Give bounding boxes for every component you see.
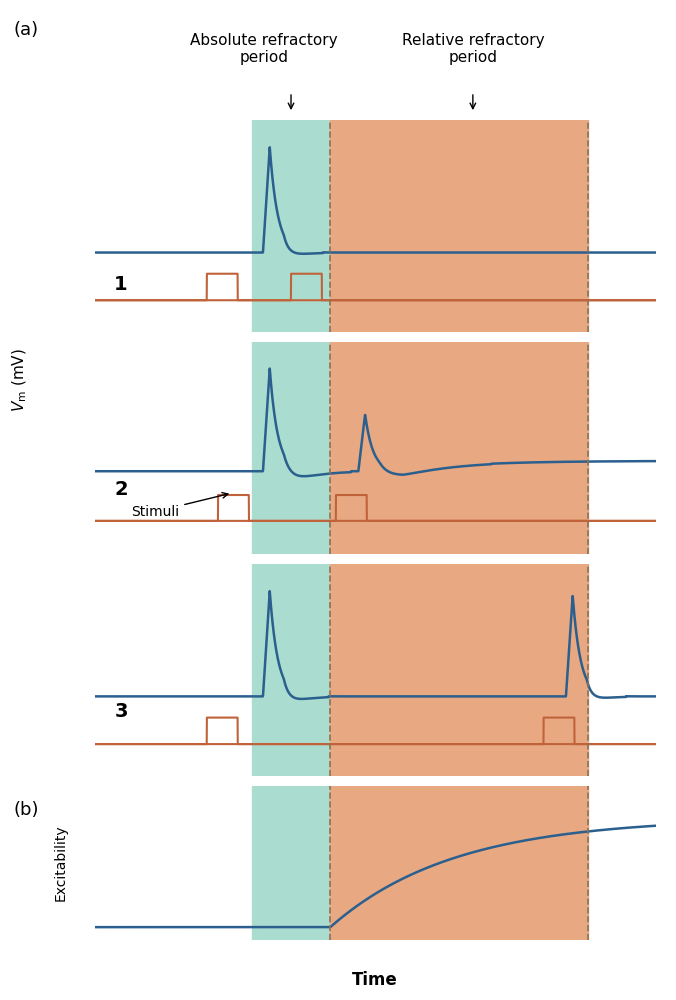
Bar bbox=[251, 120, 331, 332]
Bar bbox=[331, 120, 588, 332]
Bar bbox=[331, 786, 588, 940]
Text: (b): (b) bbox=[14, 801, 39, 819]
Bar bbox=[251, 342, 331, 554]
Text: $V_\mathrm{m}$ (mV): $V_\mathrm{m}$ (mV) bbox=[11, 348, 30, 412]
Bar bbox=[251, 786, 331, 940]
Text: Stimuli: Stimuli bbox=[131, 493, 228, 519]
Text: 3: 3 bbox=[114, 702, 128, 721]
Text: Relative refractory
period: Relative refractory period bbox=[402, 33, 544, 65]
Text: 1: 1 bbox=[114, 275, 128, 294]
Text: Excitability: Excitability bbox=[54, 825, 68, 901]
Bar bbox=[331, 564, 588, 776]
Text: Absolute refractory
period: Absolute refractory period bbox=[190, 33, 338, 65]
Text: 2: 2 bbox=[114, 480, 128, 499]
Bar bbox=[251, 564, 331, 776]
Text: (a): (a) bbox=[14, 21, 39, 39]
Bar bbox=[331, 342, 588, 554]
Text: Time: Time bbox=[352, 971, 398, 989]
